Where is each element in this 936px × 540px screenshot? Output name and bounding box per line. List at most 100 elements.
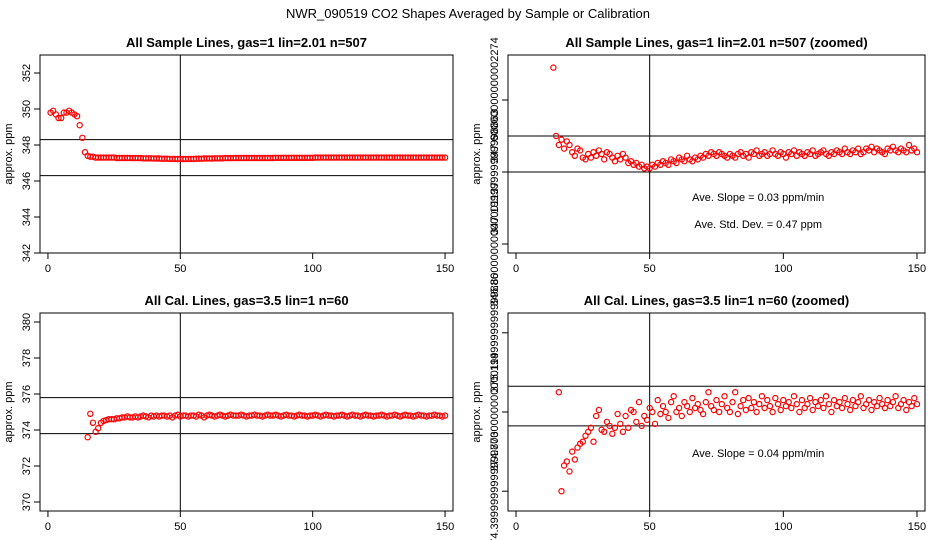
data-point [716, 408, 723, 416]
data-point [838, 150, 846, 158]
data-point [873, 402, 881, 410]
data-point [577, 147, 584, 154]
data-point [844, 400, 851, 408]
data-point [903, 148, 910, 156]
data-point [855, 145, 862, 152]
x-tick-label: 0 [45, 521, 51, 533]
data-point [89, 419, 97, 426]
data-point [441, 412, 449, 419]
y-axis-label: approx. ppm [3, 381, 15, 442]
data-point [793, 400, 800, 408]
y-axis-label: approx. ppm [3, 123, 15, 184]
y-tick-label: 374.8000000000000114 [489, 353, 501, 471]
x-tick-label: 150 [908, 521, 926, 533]
x-tick-label: 150 [436, 521, 454, 533]
data-point [868, 406, 875, 414]
data-point [726, 408, 734, 416]
data-point [756, 400, 763, 408]
data-point [782, 154, 790, 161]
data-point [681, 157, 688, 165]
data-point [582, 156, 589, 163]
y-tick-label: 374.3999999999999773 [489, 432, 501, 540]
data-point [766, 402, 774, 410]
data-point [81, 148, 89, 156]
plot-frame [507, 54, 926, 254]
data-point [721, 393, 728, 400]
plot-frame [39, 54, 454, 254]
x-tick-label: 0 [513, 521, 519, 533]
data-point [58, 114, 65, 122]
data-point [665, 161, 672, 168]
data-point [439, 154, 446, 161]
data-point [734, 410, 742, 418]
x-tick-label: 150 [908, 263, 926, 275]
y-tick-label: 347.19999999999998863 [489, 109, 501, 234]
data-point [675, 404, 683, 412]
data-point [732, 389, 739, 396]
data-point [593, 152, 600, 159]
data-point [871, 148, 878, 156]
data-point [841, 145, 849, 152]
data-point [678, 412, 686, 420]
data-point [552, 132, 560, 140]
plot-frame [39, 312, 454, 512]
x-tick-label: 50 [174, 263, 186, 275]
y-tick-label: 347.60000000000002274 [489, 37, 501, 162]
panel-title: All Sample Lines, gas=1 lin=2.01 n=507 (… [565, 35, 867, 50]
x-tick-label: 0 [513, 263, 519, 275]
data-point [828, 408, 835, 416]
panel-cal-lines: All Cal. Lines, gas=3.5 lin=1 n=60 0 50 100… [3, 293, 454, 533]
data-point [587, 154, 595, 161]
data-point [657, 410, 664, 418]
data-point [659, 402, 667, 410]
data-point [441, 154, 449, 161]
data-point [686, 408, 694, 416]
data-point [748, 404, 755, 412]
data-point [566, 141, 573, 149]
data-point [94, 425, 102, 432]
data-point [889, 398, 897, 406]
data-point [908, 402, 915, 410]
data-point [753, 408, 760, 416]
data-point [614, 410, 621, 418]
data-point [601, 428, 608, 435]
data-point [806, 394, 814, 402]
data-point [822, 393, 830, 400]
data-point [849, 396, 857, 404]
data-point [622, 412, 629, 420]
data-point [555, 141, 563, 149]
x-tick-label: 0 [45, 263, 51, 275]
data-point [563, 458, 571, 465]
panel-sample-lines: All Sample Lines, gas=1 lin=2.01 n=507 0 5… [3, 35, 454, 275]
data-point [847, 406, 854, 414]
data-point [780, 396, 787, 404]
data-point [555, 389, 563, 396]
data-point [563, 138, 571, 145]
data-point [79, 134, 86, 141]
data-point [609, 430, 616, 437]
y-tick-label: 378 [21, 349, 33, 367]
data-point [595, 406, 603, 414]
data-point [855, 398, 862, 406]
y-tick-label: 348 [21, 136, 33, 154]
x-tick-label: 100 [774, 263, 792, 275]
data-point [742, 406, 750, 414]
data-point [745, 394, 752, 402]
data-point [614, 152, 621, 159]
data-point [884, 396, 891, 404]
data-point [753, 147, 760, 154]
panel-sample-lines-zoomed: All Sample Lines, gas=1 lin=2.01 n=507 (… [471, 35, 926, 306]
panel-cal-lines-zoomed: All Cal. Lines, gas=3.5 lin=1 n=60 (zoom… [471, 273, 926, 540]
data-point [566, 468, 573, 475]
x-tick-label: 100 [304, 521, 322, 533]
data-point [841, 394, 849, 402]
data-point [694, 400, 702, 408]
series-sample-zoomed [550, 64, 921, 172]
data-point [817, 396, 825, 404]
data-point [601, 156, 608, 163]
data-point [617, 420, 624, 428]
data-point [560, 145, 568, 152]
y-tick-label: 342 [21, 244, 33, 262]
data-point [857, 393, 865, 400]
data-point [587, 424, 595, 431]
